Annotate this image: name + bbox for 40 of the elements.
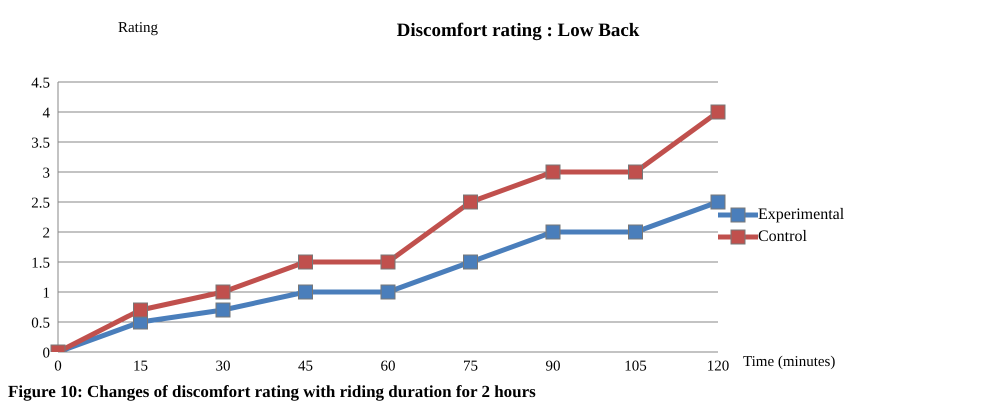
point [298,284,313,300]
x-tick-label: 60 [380,358,396,375]
x-tick-label: 0 [54,358,62,375]
legend-label: Experimental [758,206,844,224]
point [463,194,478,210]
point [298,254,313,270]
point [380,284,396,300]
y-tick-label: 3 [42,165,50,182]
x-tick-label: 120 [706,358,730,375]
y-tick-label: 0.5 [31,315,50,332]
y-tick-label: 1 [42,285,50,302]
point [463,254,478,270]
x-tick-label: 45 [298,358,313,375]
x-tick-label: 105 [624,358,647,375]
y-tick-label: 4.5 [31,75,50,92]
y-tick-label: 3.5 [31,135,50,152]
y-tick-label: 2.5 [31,195,50,212]
y-tick-label: 4 [42,105,50,122]
x-axis-title: Time (minutes) [743,354,836,371]
point [546,224,560,240]
x-tick-label: 30 [216,358,230,375]
point [628,224,643,240]
point [216,284,230,300]
chart-title: Discomfort rating : Low Back [396,20,640,41]
y-axis-title: Rating [118,20,158,37]
y-tick-label: 0 [42,345,50,362]
y-tick-label: 2 [42,225,50,242]
x-tick-label: 75 [463,358,478,375]
x-tick-label: 15 [133,358,148,375]
caption: Figure 10: Changes of discomfort rating with riding duration for 2 hours [8,382,536,402]
x-tick-label: 90 [546,358,560,375]
point [546,164,560,180]
point [628,164,643,180]
legend-label: Control [758,228,807,246]
point [133,302,148,318]
y-tick-label: 1.5 [31,255,50,272]
point [380,254,396,270]
point [216,302,230,318]
point [710,104,726,120]
point [710,194,726,210]
